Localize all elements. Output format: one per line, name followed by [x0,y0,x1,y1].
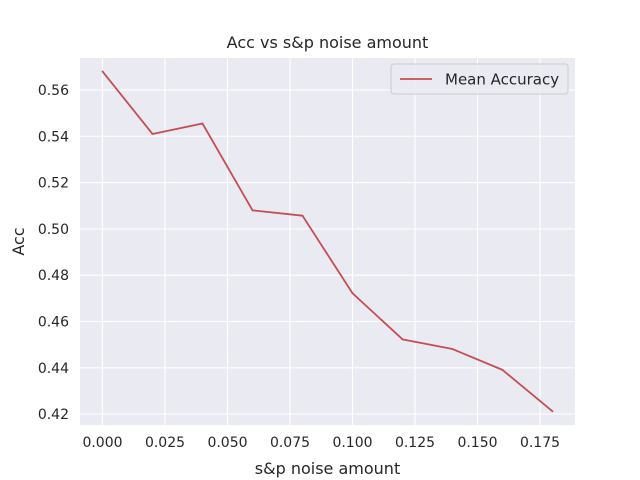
x-tick-label: 0.075 [270,435,310,451]
y-tick-label: 0.50 [38,222,69,238]
data-point [301,214,304,217]
x-tick-label: 0.125 [395,435,435,451]
y-tick-label: 0.54 [38,129,69,145]
legend-box [390,63,569,95]
data-point [351,292,354,295]
y-axis-label: Acc [9,227,28,255]
data-point [201,122,204,125]
x-tick-label: 0.100 [332,435,372,451]
plot-area [80,58,575,425]
series-line-mean-accuracy [101,70,554,413]
data-point [501,368,504,371]
y-tick-label: 0.48 [38,268,69,284]
y-tick-label: 0.46 [38,314,69,330]
y-tick-label: 0.56 [38,83,69,99]
data-point [451,348,454,350]
x-tick-label: 0.000 [82,435,122,451]
series-layer [101,70,554,413]
legend-label: Mean Accuracy [445,71,559,89]
x-axis-label: s&p noise amount [255,459,400,478]
x-tick-label: 0.150 [457,435,497,451]
x-tick-label: 0.175 [520,435,560,451]
legend: Mean Accuracy [390,63,569,95]
tick-labels: 0.000 0.025 0.050 0.075 0.100 0.125 0.150 0.175… [38,83,560,451]
chart-title: Acc vs s&p noise amount [227,33,429,52]
x-tick-label: 0.050 [207,435,247,451]
x-tick-label: 0.025 [145,435,185,451]
y-tick-label: 0.44 [38,361,69,377]
y-tick-label: 0.42 [38,407,69,423]
data-point [251,209,254,212]
data-point [401,338,404,341]
y-tick-label: 0.52 [38,176,69,192]
data-point [551,410,554,413]
data-point [151,133,154,135]
data-point [101,70,104,73]
